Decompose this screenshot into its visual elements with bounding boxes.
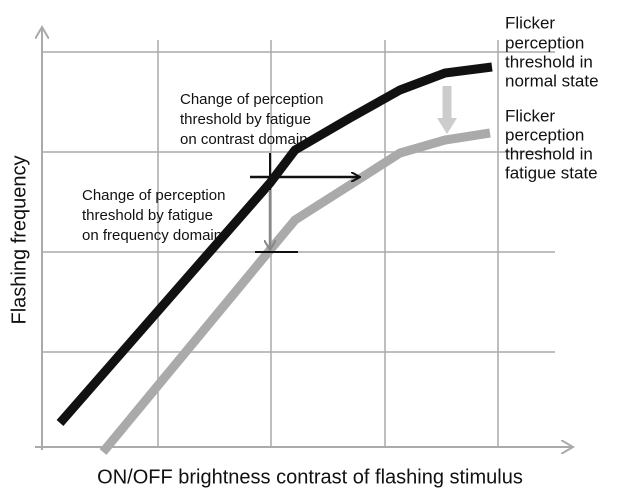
- annotation: Change of perception: [82, 187, 225, 204]
- shift-arrow-head: [437, 118, 457, 134]
- annotation: on frequency domain: [82, 227, 222, 244]
- curve-label: threshold in: [505, 52, 593, 71]
- curve-label: fatigue state: [505, 163, 598, 182]
- curve-label: perception: [505, 33, 584, 52]
- curve-label: normal state: [505, 71, 599, 90]
- annotation: Change of perception: [180, 91, 323, 108]
- y-axis-label: Flashing frequency: [8, 156, 30, 325]
- curve-label: threshold in: [505, 144, 593, 163]
- curve-label: Flicker: [505, 13, 555, 32]
- fatigue-curve: [99, 128, 491, 455]
- annotation: threshold by fatigue: [180, 111, 311, 128]
- curve-label: Flicker: [505, 106, 555, 125]
- x-axis-label: ON/OFF brightness contrast of flashing s…: [97, 466, 523, 488]
- annotation: on contrast domain: [180, 131, 308, 148]
- curve-label: perception: [505, 125, 584, 144]
- annotation: threshold by fatigue: [82, 207, 213, 224]
